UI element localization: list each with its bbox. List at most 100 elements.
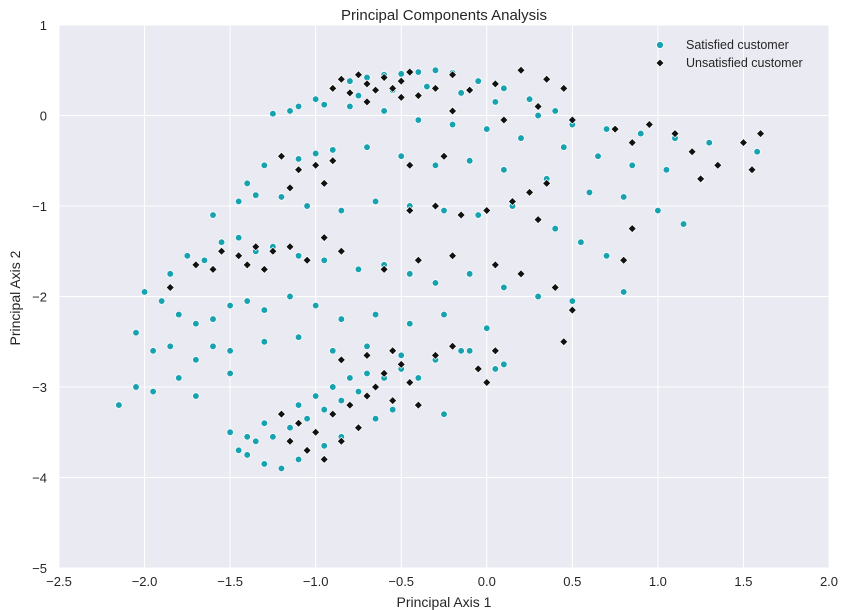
y-tick-label: −4 [32, 471, 47, 486]
satisfied-point [286, 424, 294, 432]
unsatisfied-point [567, 305, 577, 315]
unsatisfied-point [670, 129, 680, 139]
satisfied-point [149, 347, 157, 355]
unsatisfied-point [311, 160, 321, 170]
satisfied-point [277, 464, 286, 473]
satisfied-point [466, 270, 474, 278]
satisfied-point [166, 342, 174, 350]
satisfied-point [337, 206, 345, 215]
satisfied-point [534, 111, 542, 120]
satisfied-point [286, 107, 294, 115]
grid-lines [58, 24, 830, 569]
unsatisfied-point [559, 83, 569, 93]
unsatisfied-point [379, 368, 389, 378]
unsatisfied-point [302, 255, 312, 265]
satisfied-point [491, 365, 499, 373]
satisfied-point [320, 256, 328, 264]
unsatisfied-point [550, 282, 560, 292]
satisfied-point [483, 125, 491, 133]
satisfied-point [440, 206, 448, 215]
unsatisfied-point [747, 165, 757, 175]
satisfied-point [217, 238, 226, 246]
satisfied-point [260, 338, 268, 346]
satisfied-point [192, 356, 200, 364]
satisfied-point [209, 342, 217, 350]
satisfied-point [346, 77, 354, 85]
satisfied-point [517, 134, 525, 142]
satisfied-point [337, 315, 345, 323]
satisfied-point [431, 161, 440, 169]
satisfied-point [371, 415, 380, 423]
satisfied-point [448, 120, 457, 129]
unsatisfied-point [644, 120, 654, 130]
satisfied-point [371, 310, 380, 319]
unsatisfied-point [294, 418, 304, 428]
satisfied-point [337, 396, 345, 405]
unsatisfied-point [345, 88, 355, 98]
satisfied-point [354, 387, 363, 396]
unsatisfied-point [619, 255, 629, 265]
satisfied-point [175, 310, 183, 319]
x-tick-label: 1.5 [734, 574, 752, 589]
satisfied-point [294, 252, 303, 260]
satisfied-point [380, 107, 388, 115]
unsatisfied-point [533, 101, 543, 111]
legend-label-satisfied: Satisfied customer [686, 38, 789, 52]
satisfied-point [312, 95, 320, 103]
unsatisfied-point [542, 74, 552, 84]
satisfied-point [226, 347, 234, 355]
satisfied-point [329, 383, 337, 391]
satisfied-point [585, 188, 594, 197]
satisfied-point [354, 265, 363, 274]
unsatisfied-point [482, 206, 492, 216]
satisfied-point [329, 347, 337, 355]
unsatisfied-point [430, 350, 440, 360]
unsatisfied-point [567, 115, 577, 125]
satisfied-point [252, 191, 260, 199]
unsatisfied-point [482, 377, 492, 387]
satisfied-point [551, 107, 559, 115]
y-tick-label: −5 [32, 561, 47, 576]
unsatisfied-point [448, 70, 458, 80]
satisfied-point [705, 138, 713, 147]
satisfied-point [560, 143, 568, 151]
satisfied-point [474, 211, 482, 219]
y-tick-label: −1 [32, 199, 47, 214]
satisfied-point [252, 437, 260, 445]
satisfied-point [389, 405, 397, 414]
y-tick-label: −3 [32, 380, 47, 395]
y-tick-label: 0 [40, 109, 47, 124]
satisfied-point [312, 301, 320, 310]
satisfied-point [662, 166, 671, 174]
unsatisfied-point [430, 201, 440, 211]
satisfied-point [132, 383, 140, 391]
unsatisfied-point [336, 355, 346, 365]
unsatisfied-point [217, 246, 227, 256]
satisfied-point [235, 197, 243, 206]
unsatisfied-point [276, 409, 286, 419]
satisfied-point [226, 369, 234, 378]
satisfied-point [534, 292, 542, 301]
unsatisfied-point [756, 129, 766, 139]
x-tick-label: −0.5 [388, 574, 414, 589]
satisfied-point [243, 297, 251, 305]
unsatisfied-point [379, 72, 389, 82]
satisfied-point [269, 433, 277, 441]
satisfied-point [406, 320, 414, 328]
satisfied-point [294, 155, 303, 163]
satisfied-point [320, 405, 328, 414]
satisfied-point [466, 347, 474, 355]
satisfied-point [312, 392, 320, 400]
x-tick-label: 2.0 [820, 574, 838, 589]
satisfied-point [397, 152, 405, 160]
unsatisfied-point [490, 346, 500, 356]
satisfied-point [312, 149, 320, 158]
satisfied-point [260, 161, 268, 169]
satisfied-point [175, 374, 183, 382]
unsatisfied-point [311, 427, 321, 437]
satisfied-point [226, 301, 234, 310]
satisfied-point [620, 193, 628, 201]
unsatisfied-point [242, 260, 252, 270]
unsatisfied-point [439, 151, 449, 161]
